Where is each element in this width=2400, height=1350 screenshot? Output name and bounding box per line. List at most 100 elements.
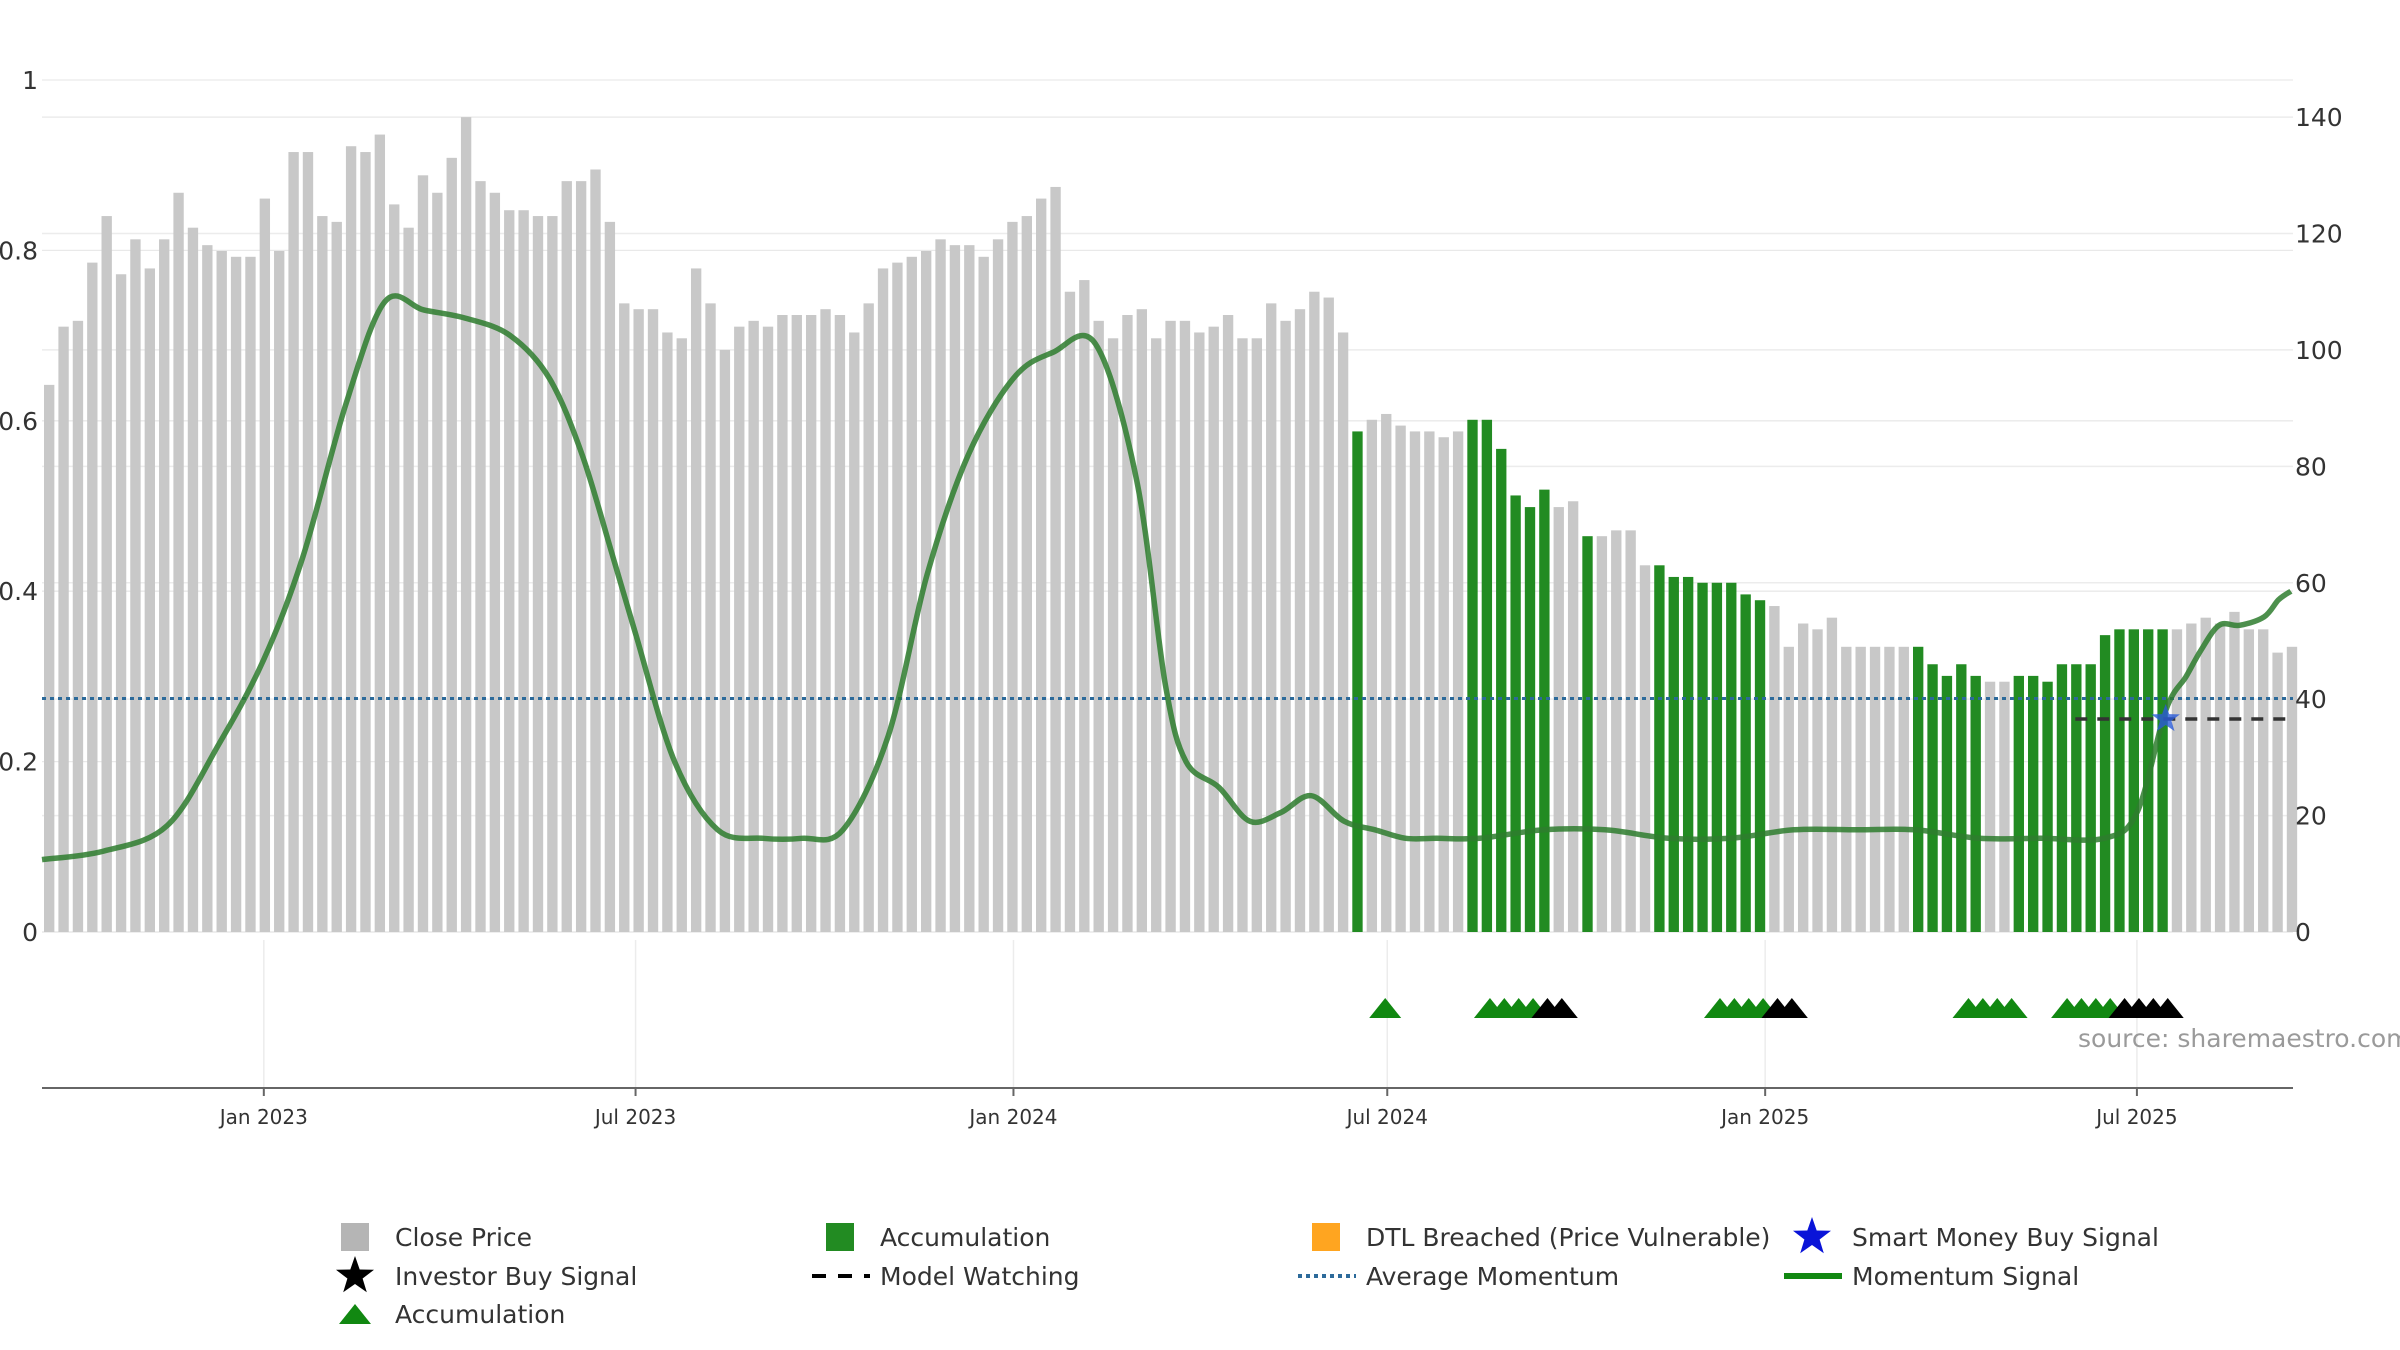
legend-item: Accumulation [826,1223,1050,1252]
legend-marker [336,1256,374,1293]
accumulation-bar [2157,629,2168,932]
legend-item: Model Watching [812,1262,1080,1291]
legend-label: Accumulation [395,1300,565,1329]
accumulation-bar [1697,582,1708,932]
accumulation-bar [1711,582,1723,932]
close-price-bar [949,245,961,932]
x-tick-label: Jul 2025 [2094,1105,2177,1129]
left-tick-label: 0 [22,918,38,947]
legend-item: DTL Breached (Price Vulnerable) [1312,1223,1770,1252]
accumulation-bar [1654,565,1665,932]
close-price-bar [504,210,515,933]
accumulation-bar [1481,419,1493,932]
close-price-bar [705,303,716,932]
investor-buy-marker [1545,998,1578,1018]
right-tick-label: 60 [2295,569,2327,598]
close-price-bar [1381,413,1392,933]
accumulation-bar [2071,664,2082,932]
legend-label: Average Momentum [1366,1262,1619,1291]
right-tick-label: 100 [2295,336,2343,365]
close-price-bar [1438,437,1449,932]
momentum-signal [41,293,2293,863]
legend: Close Price Accumulation DTL Breached (Pri… [336,1217,2159,1329]
close-price-bar [259,198,271,933]
investor-buy-marker [1775,998,1808,1018]
accumulation-bar [1496,448,1507,932]
close-price-bar [1366,419,1378,932]
close-price-bar [2186,623,2197,932]
legend-marker [341,1223,369,1251]
close-price-bar [1251,338,1263,932]
legend-item: Smart Money Buy Signal [1793,1217,2159,1254]
close-price-bar [446,157,457,933]
accumulation-bar [2042,681,2053,932]
accumulation-bar [1582,536,1593,932]
close-price-bar [360,152,371,932]
close-price-bar [58,326,69,932]
accumulation-bar [1467,419,1478,932]
close-price-bar [604,221,616,932]
close-price-bar [590,169,601,933]
close-price-bar [1797,623,1809,932]
close-price-bar [518,210,529,933]
close-price-bar [2171,629,2183,932]
accumulation-bar [1754,600,1766,932]
close-price-bar [647,309,659,932]
close-price-bar [403,227,414,932]
left-tick-label: 1 [22,66,38,95]
close-price-bar [87,262,98,932]
left-tick-label: 0.6 [0,407,38,436]
right-tick-label: 0 [2295,918,2311,947]
price-bars [44,117,2298,933]
source-label: source: sharemaestro.com [2078,1024,2400,1053]
close-price-bar [1424,431,1435,932]
close-price-bar [1064,291,1076,933]
close-price-bar [72,320,84,933]
close-price-bar [1395,425,1406,932]
close-price-bar [805,315,817,932]
right-tick-label: 20 [2295,802,2327,831]
close-price-bar [777,315,788,932]
accumulation-bar [1941,675,1953,932]
close-price-bar [2258,629,2269,932]
close-price-bar [1898,646,1909,932]
legend-label: Smart Money Buy Signal [1852,1223,2159,1252]
close-price-bar [921,250,932,933]
close-price-bar [547,216,558,932]
close-price-bar [144,268,155,932]
accumulation-bar [2028,675,2039,932]
momentum-signal-line [41,293,2293,863]
close-price-bar [230,256,242,932]
accumulation-bar [1682,576,1694,932]
close-price-bar [978,256,989,932]
close-price-bar [1826,617,1838,932]
close-price-bar [1093,320,1104,933]
legend-marker [339,1304,371,1324]
legend-item: Close Price [341,1223,532,1252]
close-price-bar [690,268,702,932]
legend-label: Close Price [395,1223,532,1252]
close-price-bar [820,309,831,932]
close-price-bar [1309,291,1320,933]
accumulation-bar [1956,664,1967,932]
close-price-bar [2229,611,2240,932]
close-price-bar [1107,338,1119,932]
close-price-bar [1208,326,1219,932]
close-price-bar [877,268,889,932]
close-price-bar [1007,221,1018,932]
left-tick-label: 0.2 [0,748,38,777]
close-price-bar [1884,646,1895,932]
close-price-bar [1999,681,2010,932]
close-price-bar [892,262,903,932]
close-price-bar [317,216,328,932]
close-price-bar [417,175,429,932]
close-price-bar [101,216,112,932]
close-price-bar [288,152,299,932]
accumulation-bar [2013,675,2024,932]
legend-label: Momentum Signal [1852,1262,2079,1291]
close-price-bar [719,349,731,932]
close-price-bar [1136,309,1147,932]
close-price-bar [1611,530,1622,932]
x-tick-label: Jul 2023 [593,1105,676,1129]
right-tick-label: 80 [2295,452,2327,481]
